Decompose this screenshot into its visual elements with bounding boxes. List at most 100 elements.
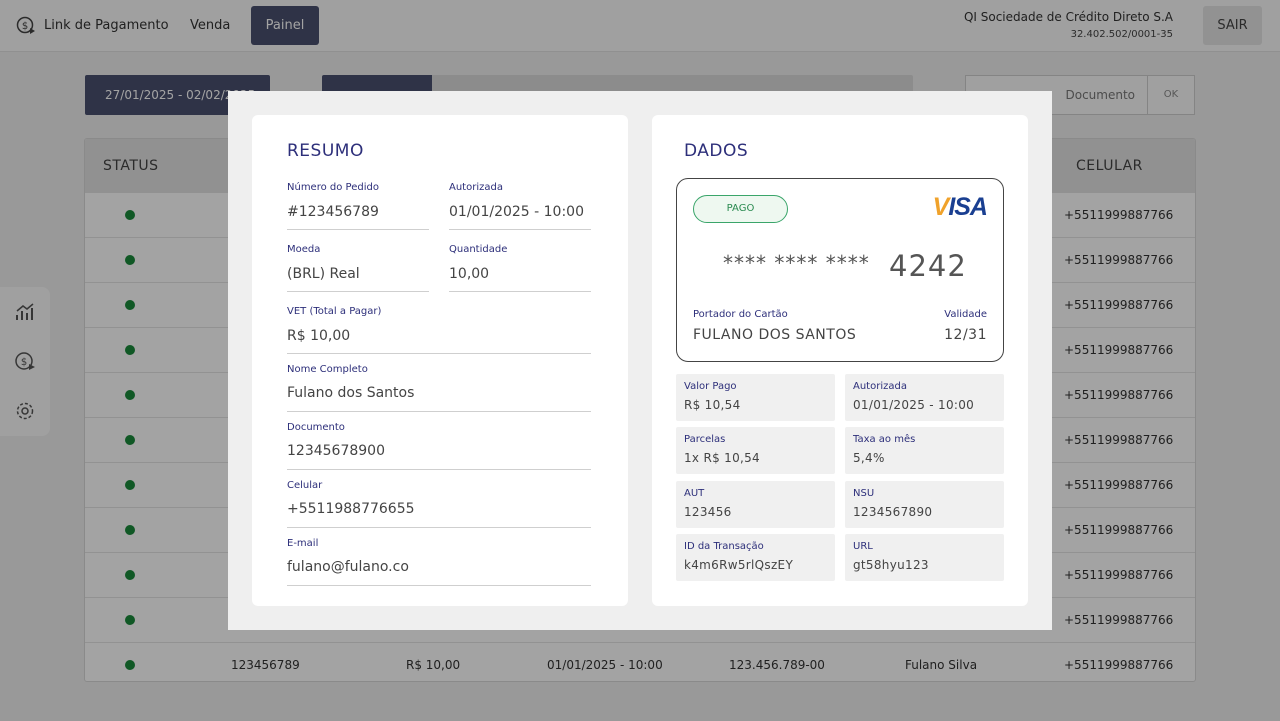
transacao-box: ID da Transação k4m6Rw5rlQszEY bbox=[676, 534, 835, 581]
status-dot bbox=[125, 615, 135, 625]
nav-painel-button[interactable]: Painel bbox=[251, 6, 319, 45]
brand-link[interactable]: $ Link de Pagamento bbox=[16, 15, 169, 35]
validity-label: Validade bbox=[944, 309, 987, 320]
documento-label: Documento bbox=[287, 422, 345, 433]
row-valor: R$ 10,00 bbox=[406, 658, 461, 672]
valor-pago-value: R$ 10,54 bbox=[684, 398, 741, 412]
url-label: URL bbox=[853, 541, 873, 552]
validity-value: 12/31 bbox=[944, 327, 987, 343]
nsu-box: NSU 1234567890 bbox=[845, 481, 1004, 528]
company-info: QI Sociedade de Crédito Direto S.A 32.40… bbox=[964, 10, 1173, 40]
status-dot bbox=[125, 255, 135, 265]
resumo-card: RESUMO Número do Pedido #123456789 Autor… bbox=[252, 115, 628, 606]
aut-value: 123456 bbox=[684, 505, 732, 519]
row-data: 01/01/2025 - 10:00 bbox=[547, 658, 663, 672]
autorizada-box: Autorizada 01/01/2025 - 10:00 bbox=[845, 374, 1004, 421]
taxa-label: Taxa ao mês bbox=[853, 434, 916, 445]
aut-box: AUT 123456 bbox=[676, 481, 835, 528]
table-row[interactable]: 123456789 R$ 10,00 01/01/2025 - 10:00 12… bbox=[85, 643, 1195, 681]
chart-icon[interactable] bbox=[14, 301, 36, 323]
card-last-digits: 4242 bbox=[889, 249, 967, 283]
celular-label: Celular bbox=[287, 480, 323, 491]
table-row[interactable]: +5511999887766 bbox=[85, 598, 1195, 643]
row-celular: +5511999887766 bbox=[1064, 613, 1174, 627]
svg-text:$: $ bbox=[21, 357, 27, 368]
resumo-title: RESUMO bbox=[287, 141, 364, 161]
celular-value: +5511988776655 bbox=[287, 501, 415, 517]
top-bar: $ Link de Pagamento Venda Painel QI Soci… bbox=[0, 0, 1280, 52]
row-celular: +5511999887766 bbox=[1064, 523, 1174, 537]
moeda-label: Moeda bbox=[287, 244, 321, 255]
quantidade-field: Quantidade 10,00 bbox=[449, 237, 591, 292]
pedido-value: #123456789 bbox=[287, 204, 379, 220]
brand-label: Link de Pagamento bbox=[44, 17, 169, 33]
nsu-value: 1234567890 bbox=[853, 505, 933, 519]
dados-card: DADOS PAGO VISA **** **** **** 4242 Port… bbox=[652, 115, 1028, 606]
credit-card-preview: PAGO VISA **** **** **** 4242 Portador d… bbox=[676, 178, 1004, 362]
header-status: STATUS bbox=[103, 158, 159, 174]
autorizada-value: 01/01/2025 - 10:00 bbox=[853, 398, 975, 412]
status-dot bbox=[125, 525, 135, 535]
row-celular: +5511999887766 bbox=[1064, 298, 1174, 312]
parcelas-label: Parcelas bbox=[684, 434, 726, 445]
transacao-label: ID da Transação bbox=[684, 541, 764, 552]
vet-label: VET (Total a Pagar) bbox=[287, 306, 382, 317]
dados-title: DADOS bbox=[684, 141, 749, 161]
email-field: E-mail fulano@fulano.co bbox=[287, 535, 591, 586]
pedido-field: Número do Pedido #123456789 bbox=[287, 175, 429, 230]
vet-field: VET (Total a Pagar) R$ 10,00 bbox=[287, 299, 591, 354]
row-celular: +5511999887766 bbox=[1064, 208, 1174, 222]
parcelas-box: Parcelas 1x R$ 10,54 bbox=[676, 427, 835, 474]
celular-field: Celular +5511988776655 bbox=[287, 477, 591, 528]
logout-button[interactable]: SAIR bbox=[1203, 6, 1262, 45]
status-dot bbox=[125, 660, 135, 670]
status-badge: PAGO bbox=[693, 195, 788, 223]
transaction-detail-modal: RESUMO Número do Pedido #123456789 Autor… bbox=[228, 91, 1052, 630]
aut-label: AUT bbox=[684, 488, 705, 499]
nome-field: Nome Completo Fulano dos Santos bbox=[287, 361, 591, 412]
nsu-label: NSU bbox=[853, 488, 875, 499]
status-dot bbox=[125, 300, 135, 310]
holder-value: FULANO DOS SANTOS bbox=[693, 327, 857, 343]
autorizada-value: 01/01/2025 - 10:00 bbox=[449, 204, 584, 220]
payment-link-icon[interactable]: $ bbox=[14, 350, 36, 372]
row-pedido: 123456789 bbox=[231, 658, 300, 672]
valor-pago-box: Valor Pago R$ 10,54 bbox=[676, 374, 835, 421]
row-celular: +5511999887766 bbox=[1064, 478, 1174, 492]
row-celular: +5511999887766 bbox=[1064, 658, 1174, 672]
url-value: gt58hyu123 bbox=[853, 558, 929, 572]
documento-value: 12345678900 bbox=[287, 443, 385, 459]
nav-venda-button[interactable]: Venda bbox=[190, 18, 231, 33]
pedido-label: Número do Pedido bbox=[287, 182, 379, 193]
status-dot bbox=[125, 480, 135, 490]
status-dot bbox=[125, 435, 135, 445]
row-nome: Fulano Silva bbox=[905, 658, 978, 672]
row-celular: +5511999887766 bbox=[1064, 388, 1174, 402]
row-celular: +5511999887766 bbox=[1064, 253, 1174, 267]
autorizada-field: Autorizada 01/01/2025 - 10:00 bbox=[449, 175, 591, 230]
row-documento: 123.456.789-00 bbox=[729, 658, 825, 672]
gear-icon[interactable] bbox=[14, 400, 36, 422]
quantidade-value: 10,00 bbox=[449, 266, 490, 282]
status-dot bbox=[125, 345, 135, 355]
payment-link-icon: $ bbox=[16, 16, 35, 34]
company-name: QI Sociedade de Crédito Direto S.A bbox=[963, 10, 1173, 24]
holder-label: Portador do Cartão bbox=[693, 309, 788, 320]
search-ok-button[interactable]: OK bbox=[1147, 75, 1195, 115]
svg-text:$: $ bbox=[22, 21, 28, 32]
url-box: URL gt58hyu123 bbox=[845, 534, 1004, 581]
visa-logo: VISA bbox=[932, 193, 988, 221]
moeda-value: (BRL) Real bbox=[287, 266, 360, 282]
header-celular: CELULAR bbox=[1076, 158, 1143, 174]
company-document: 32.402.502/0001-35 bbox=[1070, 29, 1173, 40]
email-value: fulano@fulano.co bbox=[287, 559, 409, 575]
row-celular: +5511999887766 bbox=[1064, 568, 1174, 582]
valor-pago-label: Valor Pago bbox=[684, 381, 737, 392]
quantidade-label: Quantidade bbox=[449, 244, 508, 255]
vet-value: R$ 10,00 bbox=[287, 328, 351, 344]
email-label: E-mail bbox=[287, 538, 319, 549]
status-dot bbox=[125, 210, 135, 220]
nome-label: Nome Completo bbox=[287, 364, 368, 375]
autorizada-label: Autorizada bbox=[853, 381, 907, 392]
parcelas-value: 1x R$ 10,54 bbox=[684, 451, 760, 465]
